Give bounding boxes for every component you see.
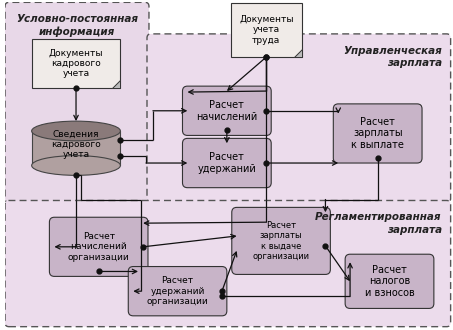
- FancyBboxPatch shape: [183, 86, 271, 135]
- FancyBboxPatch shape: [5, 2, 149, 203]
- Text: Расчет
начислений
организации: Расчет начислений организации: [68, 232, 130, 262]
- FancyBboxPatch shape: [232, 207, 330, 275]
- FancyBboxPatch shape: [49, 217, 148, 277]
- FancyBboxPatch shape: [183, 138, 271, 188]
- Ellipse shape: [32, 121, 120, 141]
- FancyBboxPatch shape: [345, 254, 434, 309]
- Text: Расчет
удержаний: Расчет удержаний: [198, 152, 256, 174]
- Polygon shape: [231, 3, 302, 57]
- Text: Расчет
налогов
и взносов: Расчет налогов и взносов: [365, 265, 414, 298]
- Polygon shape: [294, 49, 302, 57]
- FancyBboxPatch shape: [128, 267, 227, 316]
- Text: Управленческая
зарплата: Управленческая зарплата: [343, 46, 442, 68]
- Text: Сведения
кадрового
учета: Сведения кадрового учета: [51, 129, 101, 159]
- Polygon shape: [32, 39, 120, 88]
- Text: Расчет
удержаний
организации: Расчет удержаний организации: [147, 276, 208, 306]
- Text: Расчет
начислений: Расчет начислений: [196, 100, 257, 121]
- Ellipse shape: [32, 156, 120, 175]
- Bar: [32, 131, 120, 165]
- Text: Расчет
зарплаты
к выплате: Расчет зарплаты к выплате: [351, 117, 404, 150]
- Text: Условно-постоянная
информация: Условно-постоянная информация: [16, 14, 138, 37]
- Polygon shape: [112, 80, 120, 88]
- FancyBboxPatch shape: [147, 34, 451, 203]
- Text: Регламентированная
зарплата: Регламентированная зарплата: [315, 212, 442, 235]
- Text: Документы
кадрового
учета: Документы кадрового учета: [49, 49, 103, 78]
- FancyBboxPatch shape: [5, 201, 451, 327]
- Text: Расчет
зарплаты
к выдаче
организации: Расчет зарплаты к выдаче организации: [253, 221, 309, 261]
- Text: Документы
учета
труда: Документы учета труда: [239, 15, 294, 45]
- FancyBboxPatch shape: [333, 104, 422, 163]
